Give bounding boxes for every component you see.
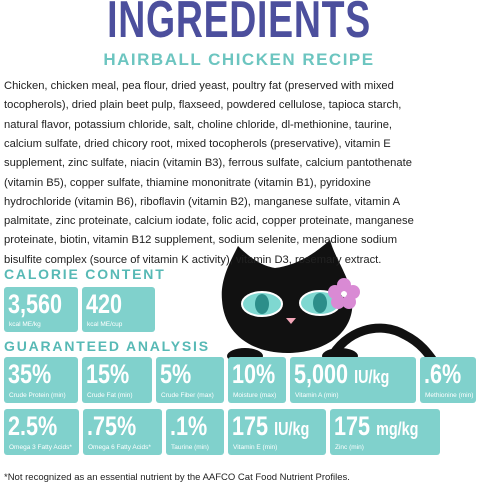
stat-value: .1% [170, 411, 208, 441]
stat-unit: mg/kg [376, 419, 419, 439]
stat-box: 35% Crude Protein (min) [4, 357, 78, 403]
ingredient-line: natural flavor, potassium chloride, salt… [4, 118, 393, 131]
stat-value: 175 mg/kg [334, 411, 419, 441]
stat-box: 2.5% Omega 3 Fatty Acids* [4, 409, 79, 455]
ingredient-line: bisulfite complex (source of vitamin K a… [4, 253, 382, 266]
stat-box: 5,000 IU/kg Vitamin A (min) [290, 357, 416, 403]
stat-box: 3,560 kcal ME/kg [4, 287, 78, 332]
section-heading: CALORIE CONTENT [4, 266, 166, 282]
stat-value: 3,560 [8, 289, 63, 319]
stat-box: .1% Taurine (min) [166, 409, 224, 455]
footnote: *Not recognized as an essential nutrient… [4, 472, 350, 483]
subtitle: HAIRBALL CHICKEN RECIPE [103, 50, 375, 69]
stat-label: kcal ME/kg [9, 321, 41, 328]
stat-label: Vitamin A (min) [295, 392, 339, 399]
ingredient-line: hydrochloride (vitamin B6), riboflavin (… [4, 195, 401, 208]
stat-label: Crude Protein (min) [9, 392, 66, 399]
stat-value: 175 IU/kg [232, 411, 310, 441]
stat-label: Crude Fat (min) [87, 392, 133, 399]
stat-label: Zinc (min) [335, 444, 364, 451]
stat-value: 5,000 IU/kg [294, 359, 390, 389]
ingredient-line: Chicken, chicken meal, pea flour, dried … [4, 80, 394, 92]
stat-box: 5% Crude Fiber (max) [156, 357, 224, 403]
stat-value: .6% [424, 359, 462, 389]
stat-label: Moisture (max) [233, 392, 277, 399]
section-heading: GUARANTEED ANALYSIS [4, 338, 210, 354]
stat-label: Taurine (min) [171, 444, 209, 451]
stat-label: Crude Fiber (max) [161, 392, 214, 399]
stat-unit: IU/kg [354, 367, 390, 387]
stat-label: Omega 3 Fatty Acids* [9, 444, 72, 451]
ingredient-line: calcium sulfate, dried chicory root, mix… [4, 137, 391, 150]
stat-value: 15% [86, 359, 130, 389]
stat-value: 420 [86, 289, 123, 319]
ingredient-line: proteinate, biotin, vitamin B12 suppleme… [4, 234, 398, 247]
stat-unit: IU/kg [274, 419, 310, 439]
ingredient-line: tocopherols), dried plain beet pulp, fla… [4, 99, 402, 112]
stat-label: Omega 6 Fatty Acids* [88, 444, 151, 451]
stat-box: .75% Omega 6 Fatty Acids* [83, 409, 162, 455]
stat-label: Methionine (min) [425, 392, 474, 399]
stat-label: Vitamin E (min) [233, 444, 278, 451]
stat-value: .75% [87, 411, 137, 441]
stat-box: .6% Methionine (min) [420, 357, 476, 403]
stat-value: 2.5% [8, 411, 58, 441]
stat-box: 10% Moisture (max) [228, 357, 286, 403]
stat-box: 175 IU/kg Vitamin E (min) [228, 409, 326, 455]
stat-value: 35% [8, 359, 52, 389]
ingredient-line: (vitamin B5), copper sulfate, thiamine m… [4, 176, 371, 189]
title: INGREDIENTS [107, 0, 371, 49]
stat-box: 175 mg/kg Zinc (min) [330, 409, 440, 455]
stat-box: 420 kcal ME/cup [82, 287, 155, 332]
stat-label: kcal ME/cup [87, 321, 123, 328]
ingredient-line: supplement, zinc sulfate, niacin (vitami… [4, 157, 412, 170]
stat-value: 10% [232, 359, 276, 389]
stat-box: 15% Crude Fat (min) [82, 357, 152, 403]
stat-value: 5% [160, 359, 192, 389]
ingredient-line: palmitate, zinc proteinate, calcium ioda… [4, 215, 414, 228]
